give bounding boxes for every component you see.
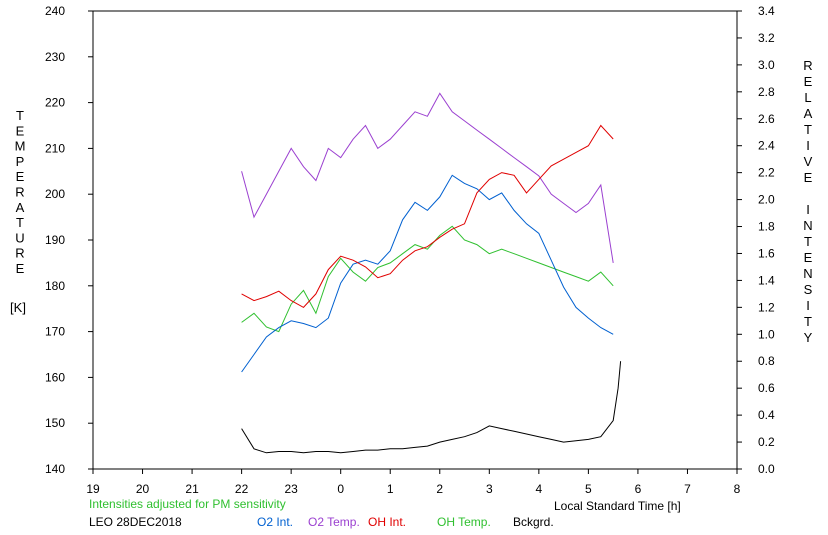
- y-right-label-letter: Y: [804, 330, 813, 345]
- x-tick-label: 4: [536, 482, 543, 496]
- y-right-tick-label: 3.4: [758, 4, 775, 18]
- x-tick-label: 7: [684, 482, 691, 496]
- y-right-label-letter: E: [804, 250, 813, 265]
- x-tick-label: 21: [185, 482, 199, 496]
- y-right-tick-label: 2.0: [758, 193, 775, 207]
- x-tick-label: 2: [436, 482, 443, 496]
- y-right-label-letter: N: [803, 218, 812, 233]
- y-right-label-letter: R: [803, 58, 812, 73]
- y-left-label-letter: U: [15, 230, 24, 245]
- y-right-tick-label: 2.8: [758, 85, 775, 99]
- y-right-label-letter: T: [804, 122, 812, 137]
- x-tick-label: 6: [635, 482, 642, 496]
- y-right-tick-label: 0.8: [758, 354, 775, 368]
- y-right-tick-label: 2.6: [758, 112, 775, 126]
- y-left-label-letter: T: [16, 215, 24, 230]
- y-right-tick-label: 0.0: [758, 462, 775, 476]
- x-tick-label: 22: [235, 482, 249, 496]
- y-left-tick-label: 180: [45, 279, 65, 293]
- y-left-tick-label: 150: [45, 416, 65, 430]
- x-tick-label: 20: [136, 482, 150, 496]
- y-left-tick-label: 140: [45, 462, 65, 476]
- y-axis-right: 0.0 0.2 0.4 0.6 0.8 1.0 1.2 1.4 1.6 1.8 2.0 2.2 2.4 2…: [737, 4, 775, 476]
- x-tick-label: 0: [337, 482, 344, 496]
- plot-frame: [92, 10, 738, 470]
- y-right-label-letter: I: [806, 298, 810, 313]
- y-left-tick-label: 160: [45, 370, 65, 384]
- y-right-label-letter: L: [804, 90, 811, 105]
- x-tick-label: 23: [284, 482, 298, 496]
- y-left-label-letter: R: [15, 246, 24, 261]
- legend-entry: OH Temp.: [437, 515, 491, 529]
- y-left-label-letter: M: [15, 139, 26, 154]
- y-right-tick-label: 3.2: [758, 31, 775, 45]
- y-right-label-letter: A: [804, 106, 813, 121]
- y-left-tick-label: 210: [45, 141, 65, 155]
- series-oh-int-line: [241, 124, 614, 309]
- y-left-tick-label: 220: [45, 96, 65, 110]
- y-right-tick-label: 0.6: [758, 381, 775, 395]
- series-o2-temp-line: [241, 92, 614, 263]
- y-left-tick-label: 190: [45, 233, 65, 247]
- series-layer: [241, 92, 622, 454]
- x-axis-label: Local Standard Time [h]: [554, 499, 681, 513]
- y-left-label-letter: E: [16, 261, 25, 276]
- y-right-label-letter: I: [806, 202, 810, 217]
- x-tick-label: 19: [86, 482, 100, 496]
- y-right-label-letter: T: [804, 234, 812, 249]
- y-left-tick-label: 240: [45, 4, 65, 18]
- x-tick-label: 8: [734, 482, 741, 496]
- x-tick-label: 1: [387, 482, 394, 496]
- y-left-tick-label: 200: [45, 187, 65, 201]
- x-tick-label: 5: [585, 482, 592, 496]
- y-right-tick-label: 2.4: [758, 139, 775, 153]
- y-right-tick-label: 1.8: [758, 220, 775, 234]
- y-left-label-letter: E: [16, 169, 25, 184]
- y-left-label-letter: R: [15, 185, 24, 200]
- x-axis: 19 20 21 22 23 0 1 2 3 4 5 6 7 8: [86, 469, 741, 496]
- y-right-label-letter: I: [806, 138, 810, 153]
- x-tick-label: 3: [486, 482, 493, 496]
- y-right-label-letter: V: [804, 154, 813, 169]
- y-right-label-letter: N: [803, 266, 812, 281]
- y-right-tick-label: 3.0: [758, 58, 775, 72]
- y-right-label-letter: T: [804, 314, 812, 329]
- y-left-label-letter: P: [16, 154, 25, 169]
- sensitivity-note: Intensities adjusted for PM sensitivity: [89, 497, 286, 511]
- y-right-label-letter: E: [804, 170, 813, 185]
- y-right-tick-label: 1.2: [758, 300, 775, 314]
- y-right-tick-label: 1.6: [758, 246, 775, 260]
- series-o2-int-line: [241, 174, 614, 373]
- legend-entry: Bckgrd.: [513, 515, 554, 529]
- y-right-tick-label: 1.0: [758, 327, 775, 341]
- y-left-label-letter: E: [16, 123, 25, 138]
- series-oh-temp-line: [241, 225, 614, 333]
- y-left-tick-label: 170: [45, 325, 65, 339]
- legend-entry: OH Int.: [368, 515, 406, 529]
- y-right-tick-label: 2.2: [758, 166, 775, 180]
- legend-entry: O2 Int.: [257, 515, 293, 529]
- y-left-tick-label: 230: [45, 50, 65, 64]
- y-left-label-letter: A: [16, 200, 25, 215]
- legend: O2 Int. O2 Temp. OH Int. OH Temp. Bckgrd.: [257, 515, 554, 529]
- series-bckgrd-line: [241, 361, 622, 454]
- y-right-tick-label: 0.4: [758, 408, 775, 422]
- y-left-label-letter: T: [16, 108, 24, 123]
- y-right-label-letter: S: [804, 282, 813, 297]
- y-right-tick-label: 0.2: [758, 435, 775, 449]
- station-label: LEO 28DEC2018: [89, 515, 182, 529]
- y-right-tick-label: 1.4: [758, 273, 775, 287]
- legend-entry: O2 Temp.: [308, 515, 360, 529]
- y-right-label-letter: E: [804, 74, 813, 89]
- y-axis-left: 140 150 160 170 180 190 200 210 220 230 240: [45, 4, 93, 476]
- y-left-unit: [K]: [10, 300, 26, 315]
